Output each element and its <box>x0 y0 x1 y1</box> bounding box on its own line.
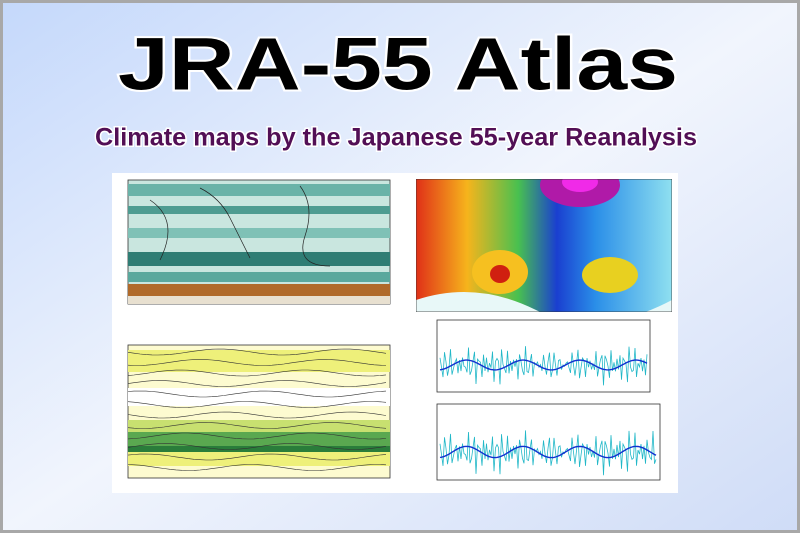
band <box>128 272 390 282</box>
isoline <box>127 432 387 440</box>
isoline <box>127 411 387 419</box>
band <box>128 420 390 432</box>
series-raw <box>439 346 648 386</box>
band <box>128 228 390 238</box>
thumbnail-panel <box>112 173 678 493</box>
isoline <box>127 464 387 471</box>
isoline <box>127 401 387 408</box>
isoline <box>127 380 387 387</box>
band <box>128 296 390 304</box>
contour <box>416 292 672 312</box>
band <box>128 452 390 466</box>
subtitle: Climate maps by the Japanese 55-year Rea… <box>95 124 697 152</box>
coastline <box>149 185 331 267</box>
band <box>128 184 390 196</box>
series-lines <box>439 430 657 476</box>
contour <box>540 179 620 207</box>
band <box>128 206 390 214</box>
isoline <box>127 422 387 429</box>
time-series-upper <box>436 319 651 393</box>
contour <box>562 179 598 192</box>
series-smooth <box>439 445 657 459</box>
series-raw <box>439 430 657 476</box>
band <box>128 252 390 266</box>
map-frame <box>127 179 391 305</box>
contour <box>582 257 638 293</box>
band <box>128 388 390 406</box>
isoline <box>127 369 387 377</box>
title: JRA-55 Atlas <box>118 23 678 106</box>
isolines <box>127 348 387 471</box>
contour <box>490 265 510 283</box>
isoline <box>127 348 387 356</box>
series-lines <box>439 346 648 386</box>
isoline <box>127 359 387 366</box>
band <box>128 446 390 452</box>
isoline <box>127 453 387 461</box>
series-smooth <box>439 359 648 371</box>
isoline <box>127 443 387 450</box>
band <box>128 350 390 372</box>
isoline <box>127 390 387 398</box>
section-fill <box>416 179 672 312</box>
map-yellow <box>127 344 391 479</box>
time-series-lower <box>436 403 661 481</box>
cross-section <box>416 179 672 312</box>
map-teal <box>127 179 391 305</box>
